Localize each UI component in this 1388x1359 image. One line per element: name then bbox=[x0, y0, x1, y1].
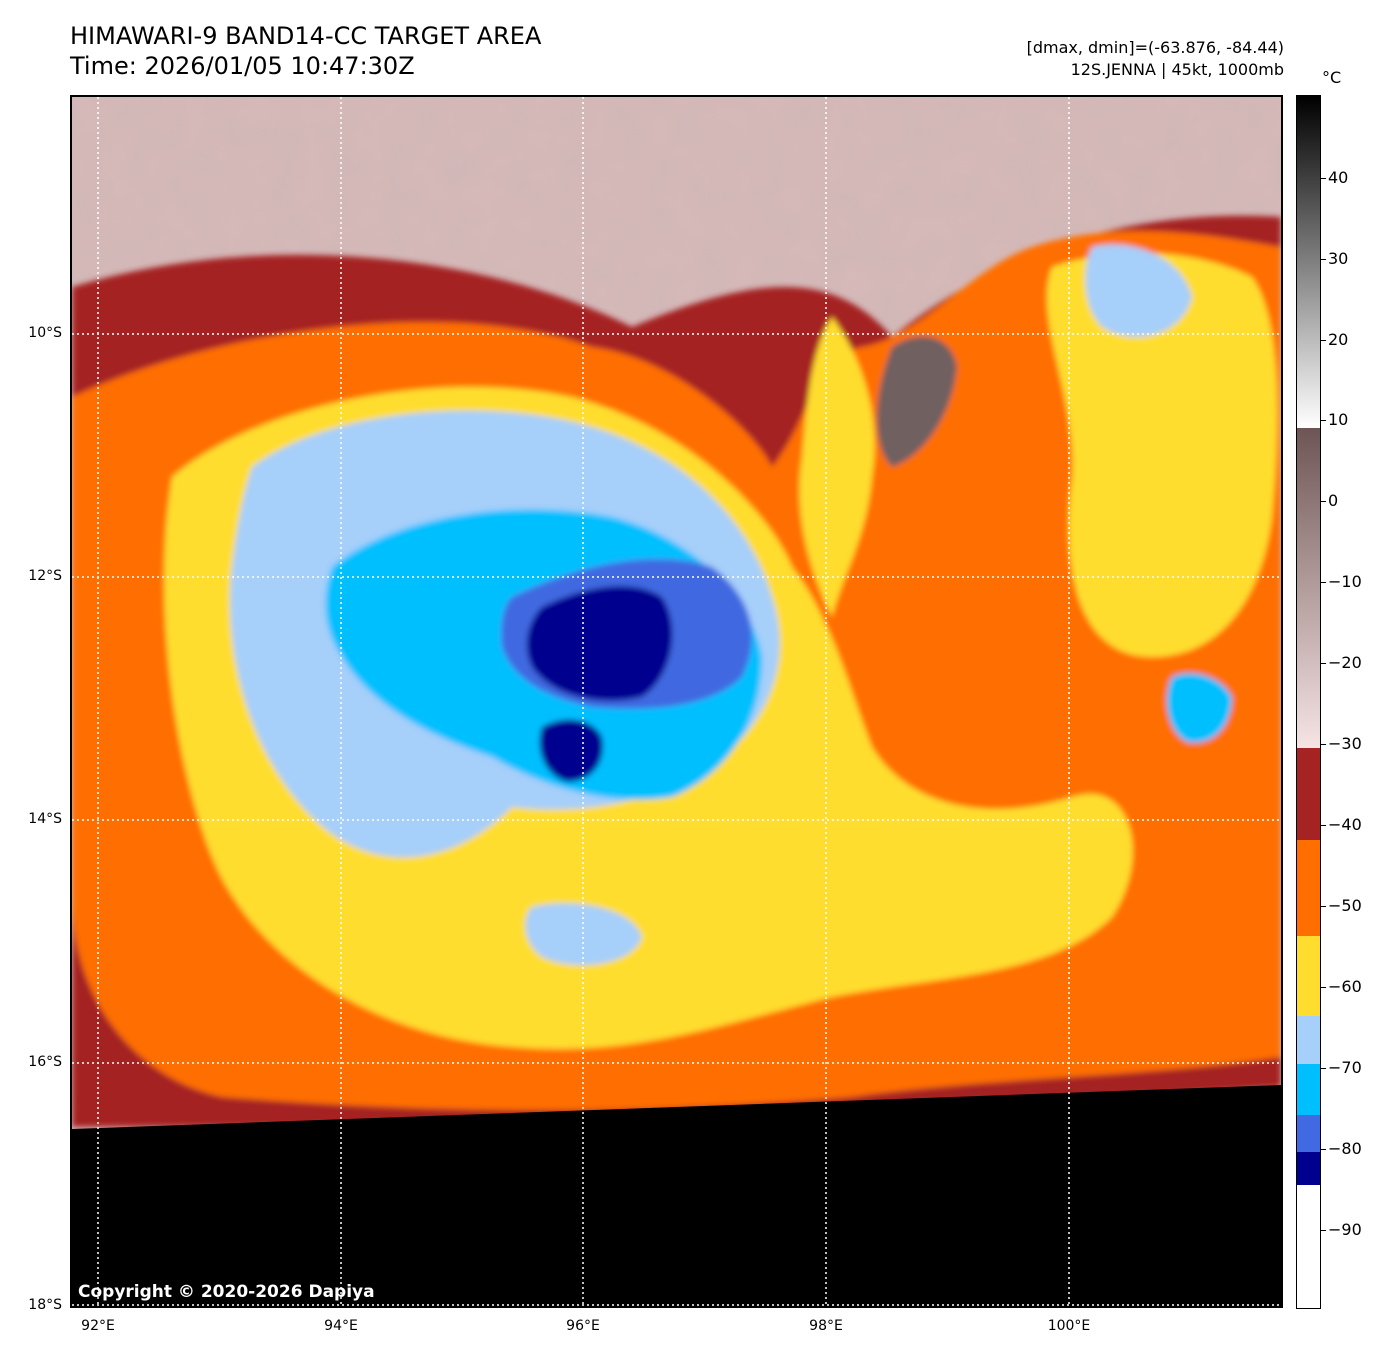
colorbar-label-40: 40 bbox=[1328, 168, 1349, 187]
satellite-image bbox=[72, 97, 1281, 1306]
colorbar-tick bbox=[1321, 501, 1326, 502]
colorbar-label-minus20: −20 bbox=[1328, 653, 1362, 672]
colorbar-tick bbox=[1321, 1149, 1326, 1150]
lat-label-16s: 16°S bbox=[28, 1054, 62, 1070]
colorbar-label-20: 20 bbox=[1328, 330, 1349, 349]
observation-time: Time: 2026/01/05 10:47:30Z bbox=[70, 52, 415, 80]
colorbar-tick bbox=[1321, 1068, 1326, 1069]
lon-label-100e: 100°E bbox=[1047, 1318, 1091, 1334]
lat-label-10s: 10°S bbox=[28, 325, 62, 341]
colorbar-label-minus40: −40 bbox=[1328, 815, 1362, 834]
colorbar-tick bbox=[1321, 340, 1326, 341]
colorbar-label-minus90: −90 bbox=[1328, 1220, 1362, 1239]
colorbar-tick bbox=[1321, 825, 1326, 826]
colorbar-label-30: 30 bbox=[1328, 249, 1349, 268]
colorbar-tick bbox=[1321, 1230, 1326, 1231]
colorbar-tick bbox=[1321, 582, 1326, 583]
lon-label-98e: 98°E bbox=[809, 1318, 843, 1334]
colorbar-tick bbox=[1321, 259, 1326, 260]
graticule bbox=[72, 97, 1281, 1306]
colorbar-label-minus70: −70 bbox=[1328, 1058, 1362, 1077]
colorbar-label-minus80: −80 bbox=[1328, 1139, 1362, 1158]
colorbar-label-minus60: −60 bbox=[1328, 977, 1362, 996]
lon-label-92e: 92°E bbox=[81, 1318, 115, 1334]
lon-label-94e: 94°E bbox=[324, 1318, 358, 1334]
colorbar-gradient bbox=[1297, 96, 1320, 1308]
copyright-notice: Copyright © 2020-2026 Dapiya bbox=[78, 1282, 375, 1302]
lat-label-18s: 18°S bbox=[28, 1297, 62, 1313]
lon-label-96e: 96°E bbox=[566, 1318, 600, 1334]
lat-label-14s: 14°S bbox=[28, 811, 62, 827]
colorbar-tick bbox=[1321, 906, 1326, 907]
colorbar-tick bbox=[1321, 178, 1326, 179]
lat-label-12s: 12°S bbox=[28, 568, 62, 584]
colorbar-tick bbox=[1321, 420, 1326, 421]
colorbar-label-minus10: −10 bbox=[1328, 572, 1362, 591]
satellite-image-panel: Copyright © 2020-2026 Dapiya bbox=[70, 95, 1283, 1308]
storm-info: 12S.JENNA | 45kt, 1000mb bbox=[1070, 60, 1284, 79]
colorbar-unit: °C bbox=[1322, 68, 1342, 87]
colorbar bbox=[1296, 95, 1321, 1309]
dmax-dmin-readout: [dmax, dmin]=(-63.876, -84.44) bbox=[1026, 38, 1284, 57]
colorbar-label-10: 10 bbox=[1328, 410, 1349, 429]
colorbar-tick bbox=[1321, 987, 1326, 988]
colorbar-label-minus50: −50 bbox=[1328, 896, 1362, 915]
colorbar-label-minus30: −30 bbox=[1328, 734, 1362, 753]
chart-title: HIMAWARI-9 BAND14-CC TARGET AREA bbox=[70, 22, 542, 50]
colorbar-label-0: 0 bbox=[1328, 491, 1339, 510]
colorbar-tick bbox=[1321, 744, 1326, 745]
colorbar-tick bbox=[1321, 663, 1326, 664]
